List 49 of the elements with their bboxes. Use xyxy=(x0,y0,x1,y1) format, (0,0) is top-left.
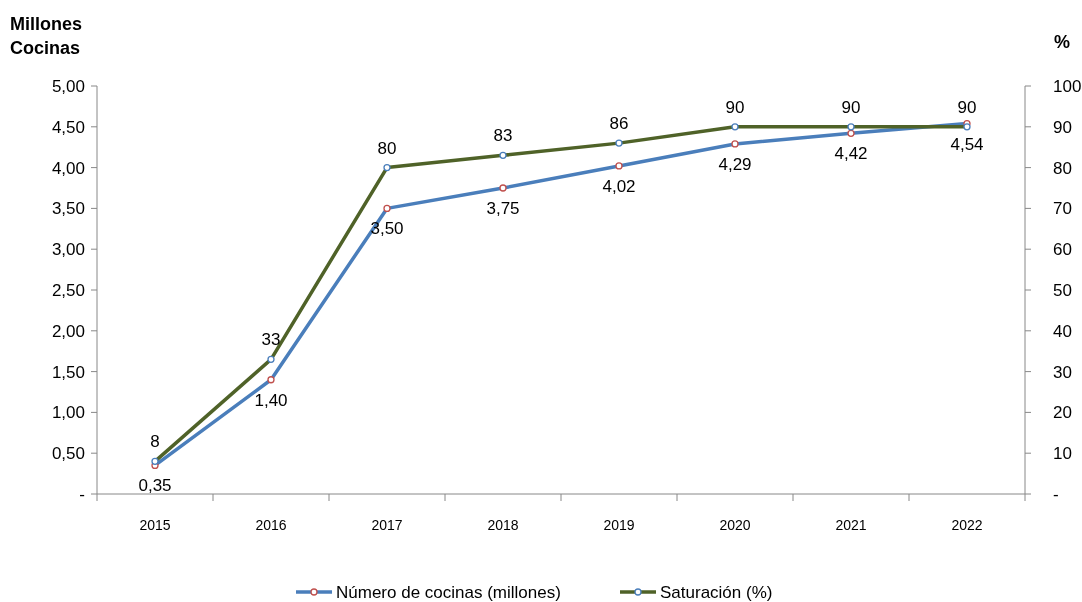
y2-tick-label: 70 xyxy=(1053,199,1072,219)
y2-tick-label: - xyxy=(1053,484,1059,504)
y2-tick-label: 90 xyxy=(1053,117,1072,137)
data-label: 4,29 xyxy=(718,154,752,174)
y-tick-label: - xyxy=(79,484,85,504)
y-tick-label: 2,00 xyxy=(51,321,85,341)
x-tick-label: 2022 xyxy=(951,517,983,533)
y-tick-label: 0,50 xyxy=(51,444,85,464)
x-tick-label: 2021 xyxy=(835,517,867,533)
y2-tick-label: 10 xyxy=(1053,444,1072,464)
data-label: 0,35 xyxy=(138,476,172,496)
y-tick-label: 4,50 xyxy=(51,117,85,137)
y-tick-label: 3,00 xyxy=(51,240,85,260)
y-tick-label: 2,50 xyxy=(51,280,85,300)
y2-tick-label: 30 xyxy=(1053,362,1072,382)
y-tick-label: 3,50 xyxy=(51,199,85,219)
y-tick-label: 5,00 xyxy=(51,76,85,96)
data-label: 4,54 xyxy=(950,134,984,154)
data-label: 4,42 xyxy=(834,144,868,164)
y2-tick-label: 80 xyxy=(1053,158,1072,178)
data-label: 83 xyxy=(493,126,513,146)
x-tick-label: 2016 xyxy=(255,517,287,533)
data-label: 4,02 xyxy=(602,176,636,196)
data-label: 80 xyxy=(377,138,397,158)
y-axis-title: Millones Cocinas xyxy=(10,14,83,58)
legend-label: Número de cocinas (millones) xyxy=(336,582,561,602)
y-tick-label: 1,00 xyxy=(51,403,85,423)
y2-tick-label: 40 xyxy=(1053,321,1072,341)
data-label: 8 xyxy=(150,432,160,452)
data-label: 90 xyxy=(725,97,745,117)
x-tick-label: 2018 xyxy=(487,517,519,533)
y-tick-label: 1,50 xyxy=(51,362,85,382)
y2-tick-label: 20 xyxy=(1053,403,1072,423)
data-label: 86 xyxy=(609,114,629,134)
y2-tick-label: 50 xyxy=(1053,280,1072,300)
x-tick-label: 2019 xyxy=(603,517,635,533)
data-label: 1,40 xyxy=(254,390,288,410)
x-tick-label: 2020 xyxy=(719,517,751,533)
y2-tick-label: 100 xyxy=(1053,76,1082,96)
legend-label: Saturación (%) xyxy=(660,582,773,602)
data-label: 33 xyxy=(261,330,281,350)
x-tick-label: 2015 xyxy=(139,517,171,533)
y2-tick-label: 60 xyxy=(1053,240,1072,260)
data-label: 90 xyxy=(957,97,977,117)
y2-axis-title: % xyxy=(1053,32,1070,52)
y-tick-label: 4,00 xyxy=(51,158,85,178)
x-tick-label: 2017 xyxy=(371,517,403,533)
data-label: 3,75 xyxy=(486,199,520,218)
data-label: 90 xyxy=(841,97,861,117)
